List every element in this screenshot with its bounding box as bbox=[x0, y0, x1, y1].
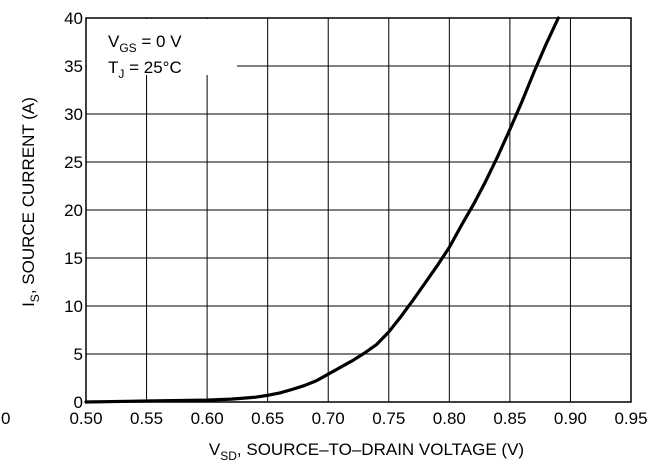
annotation-background bbox=[87, 19, 237, 75]
y-tick-labels: 0 5 10 15 20 25 30 35 40 bbox=[64, 9, 83, 412]
x-tick-label: 0.85 bbox=[493, 409, 526, 428]
y-tick-label: 35 bbox=[64, 57, 83, 76]
x-tick-label: 0.95 bbox=[614, 409, 647, 428]
x-tick-label: 0.90 bbox=[554, 409, 587, 428]
annotation-vgs: VGS = 0 V bbox=[108, 32, 182, 55]
y-tick-label: 0 bbox=[74, 393, 83, 412]
x-tick-labels: 0.50 0.55 0.60 0.65 0.70 0.75 0.80 0.85 0.90 0.95 bbox=[69, 409, 647, 428]
y-tick-label: 15 bbox=[64, 249, 83, 268]
series-line bbox=[84, 16, 560, 404]
y-axis-label: IS, SOURCE CURRENT (A) bbox=[19, 97, 42, 307]
x-tick-label: 0.75 bbox=[372, 409, 405, 428]
x-tick-label: 0.55 bbox=[130, 409, 163, 428]
x-tick-label: 0.60 bbox=[191, 409, 224, 428]
x-tick-label: 0.80 bbox=[433, 409, 466, 428]
x-tick-label: 0.70 bbox=[312, 409, 345, 428]
extra-left-tick-label: 0 bbox=[1, 409, 10, 428]
y-tick-label: 10 bbox=[64, 297, 83, 316]
plot-frame bbox=[85, 17, 632, 403]
x-tick-label: 0.65 bbox=[251, 409, 284, 428]
x-axis-label: VSD, SOURCE–TO–DRAIN VOLTAGE (V) bbox=[209, 440, 524, 463]
annotation-box: VGS = 0 V TJ = 25°C bbox=[87, 19, 237, 81]
y-tick-label: 20 bbox=[64, 201, 83, 220]
y-tick-label: 40 bbox=[64, 9, 83, 28]
x-tick-label: 0.50 bbox=[69, 409, 102, 428]
y-tick-label: 5 bbox=[74, 345, 83, 364]
y-tick-label: 25 bbox=[64, 153, 83, 172]
annotation-tj: TJ = 25°C bbox=[108, 58, 182, 81]
y-tick-label: 30 bbox=[64, 105, 83, 124]
